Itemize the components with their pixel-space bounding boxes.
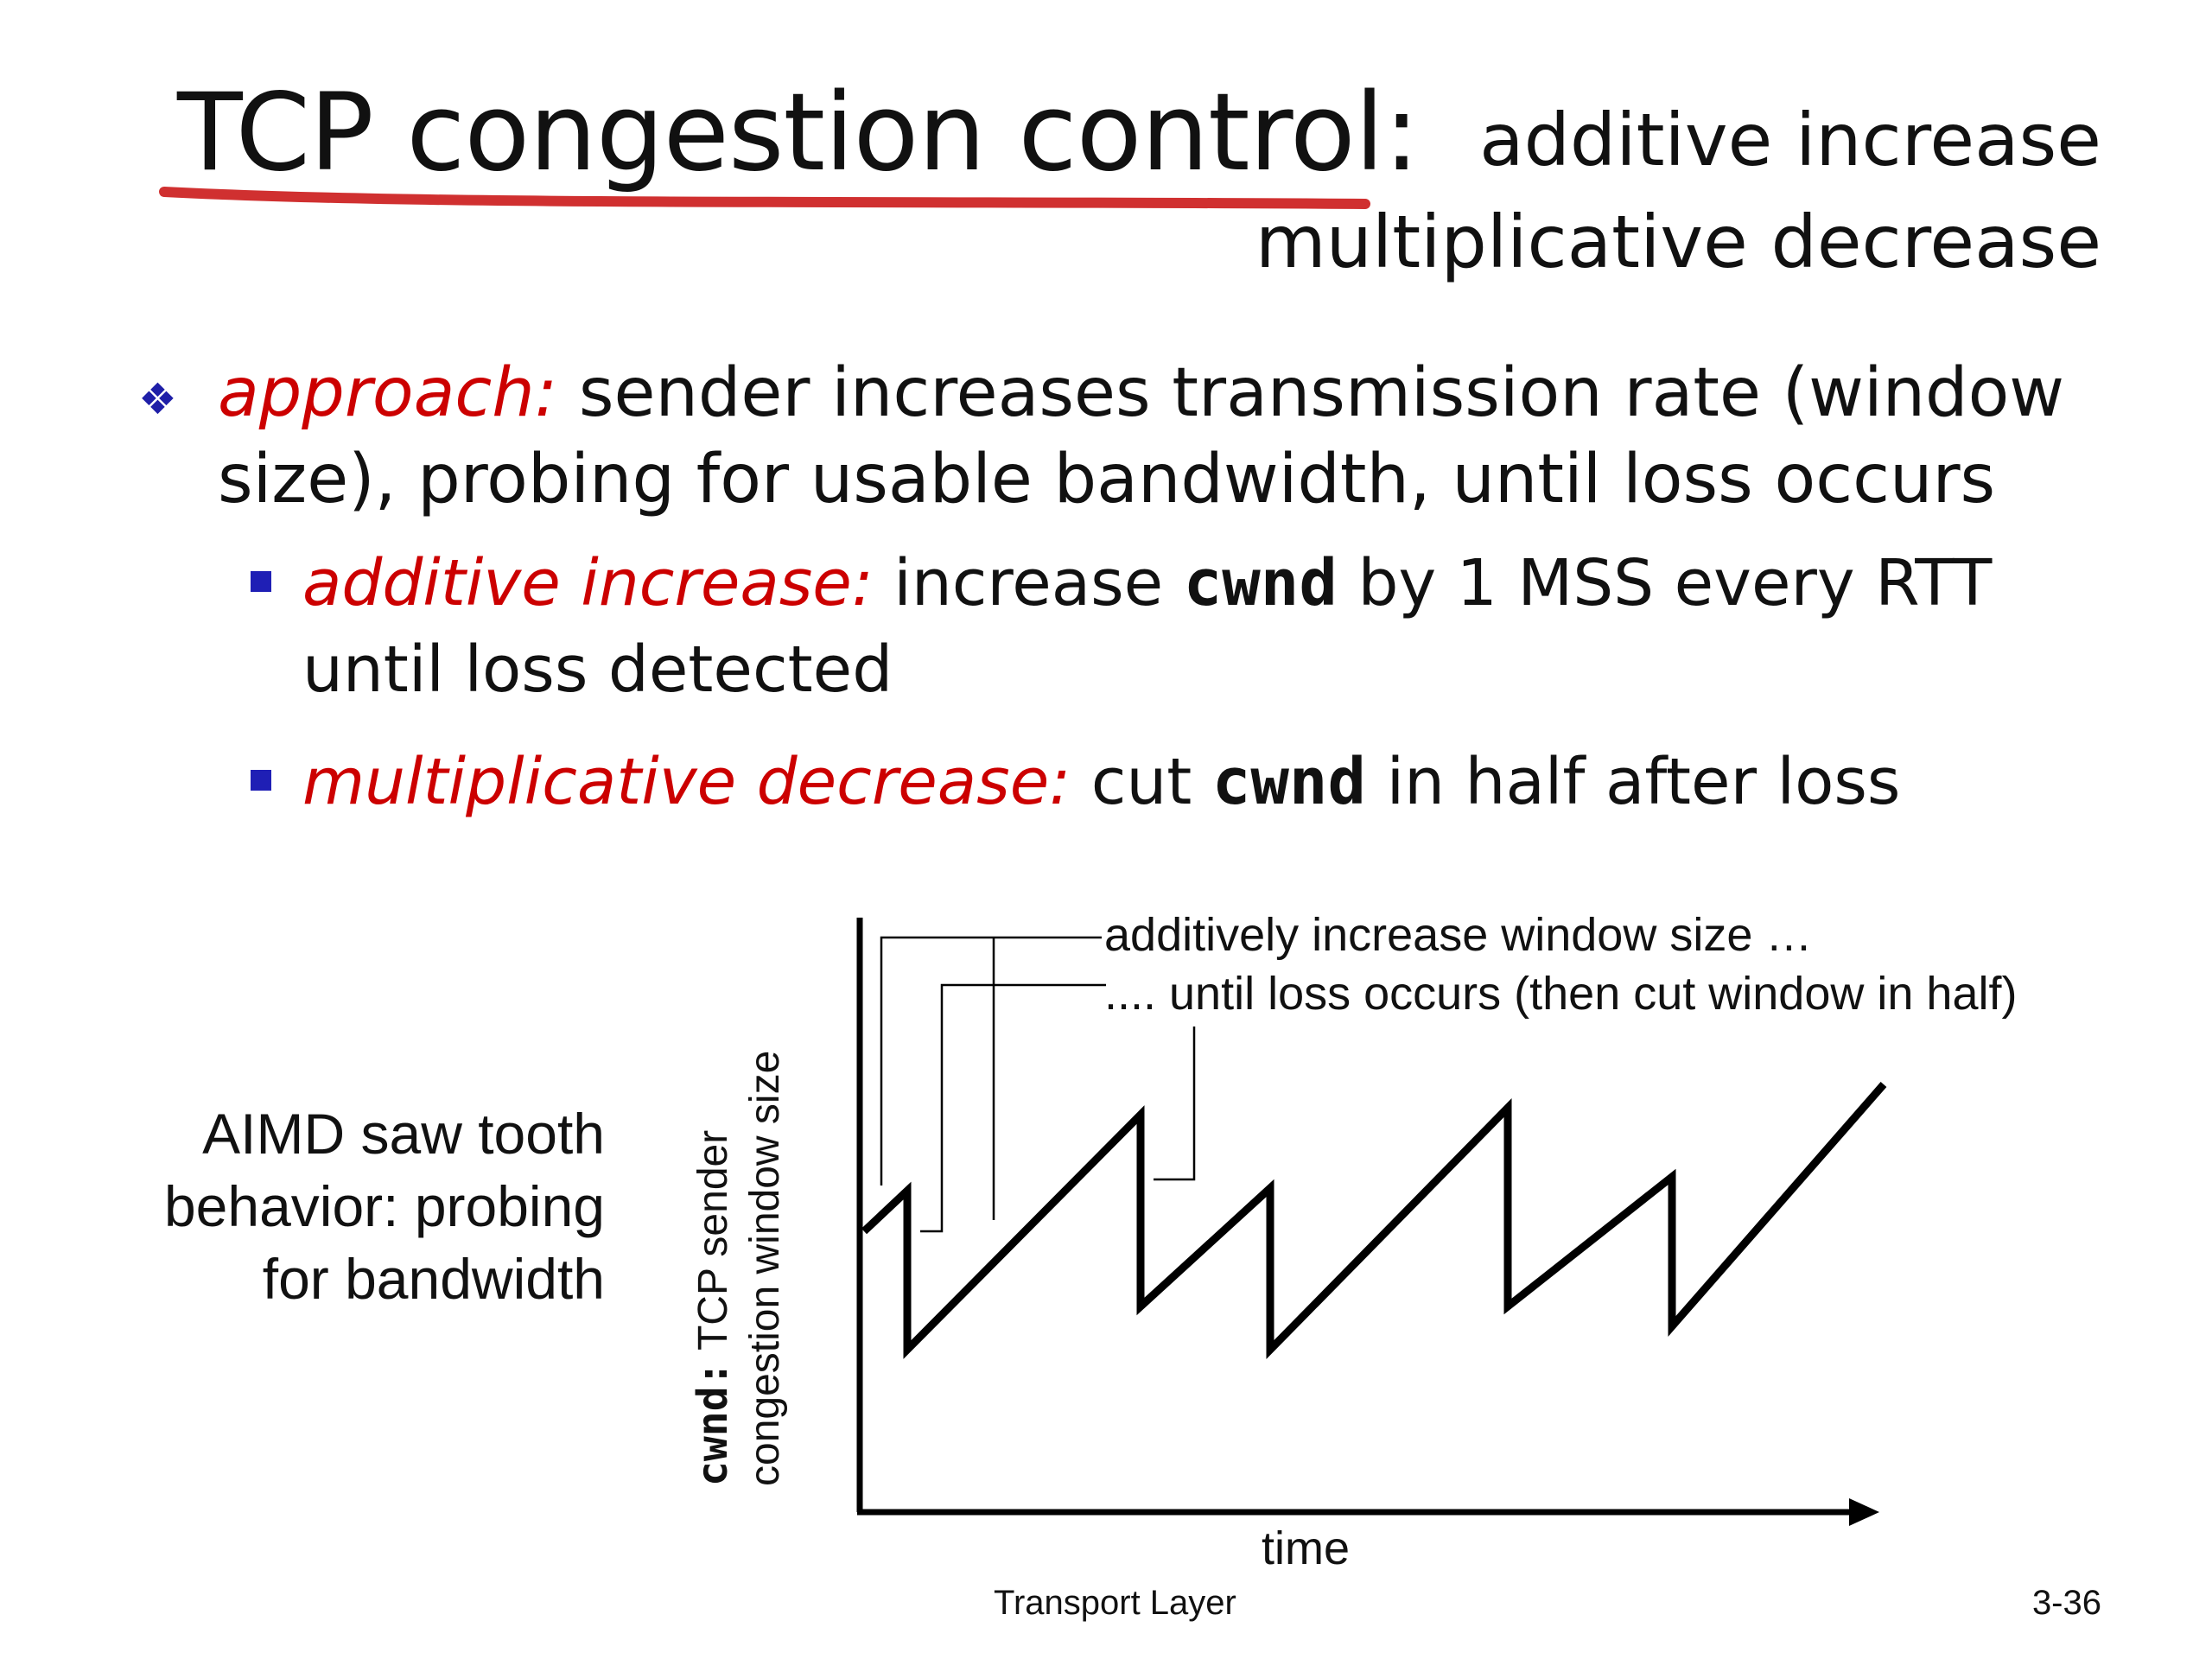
annotation-loss-occurs: .... until loss occurs (then cut window … xyxy=(1104,968,2018,1020)
square-bullet-icon xyxy=(251,571,271,592)
bullet-approach: ❖ approach: sender increases transmissio… xyxy=(138,350,2117,523)
multiplicative-decrease-label: multiplicative decrease: xyxy=(302,745,1071,819)
approach-label: approach: xyxy=(218,354,558,432)
aimd-side-label: AIMD saw tooth behavior: probing for ban… xyxy=(163,1102,605,1311)
footer-page-number: 3-36 xyxy=(2031,1584,2101,1622)
bullet-additive-increase: additive increase: increase cwnd by 1 MS… xyxy=(251,540,2117,713)
footer-section-title: Transport Layer xyxy=(994,1584,1236,1622)
multiplicative-decrease-code: cwnd xyxy=(1211,745,1367,819)
multiplicative-decrease-text-2: in half after loss xyxy=(1386,745,1901,819)
loss-leader-1 xyxy=(920,983,1106,1233)
additive-increase-text-2: by 1 MSS every RTT until loss detected xyxy=(302,546,1993,707)
loss-leader-2 xyxy=(1154,1027,1196,1181)
bullet-multiplicative-decrease: multiplicative decrease: cut cwnd in hal… xyxy=(251,739,2117,825)
x-axis-label: time xyxy=(1262,1522,1351,1574)
annotation-additive-increase: additively increase window size … xyxy=(1104,909,1813,961)
increase-leader-1 xyxy=(880,936,1102,1185)
diamond-bullet-icon: ❖ xyxy=(138,374,177,424)
x-axis-arrowhead xyxy=(1849,1498,1879,1526)
slide-subtitle-line1: additive increase xyxy=(1479,98,2101,182)
square-bullet-icon xyxy=(251,770,271,791)
additive-increase-code: cwnd xyxy=(1183,546,1338,620)
multiplicative-decrease-text-1: cut xyxy=(1090,745,1192,819)
approach-text: sender increases transmission rate (wind… xyxy=(218,354,2065,518)
cwnd-sawtooth-trace xyxy=(861,1082,1887,1360)
additive-increase-text-1: increase xyxy=(893,546,1164,620)
slide-title: TCP congestion control: xyxy=(177,71,1420,195)
slide-subtitle-line2: multiplicative decrease xyxy=(1255,200,2101,284)
additive-increase-label: additive increase: xyxy=(302,546,874,620)
